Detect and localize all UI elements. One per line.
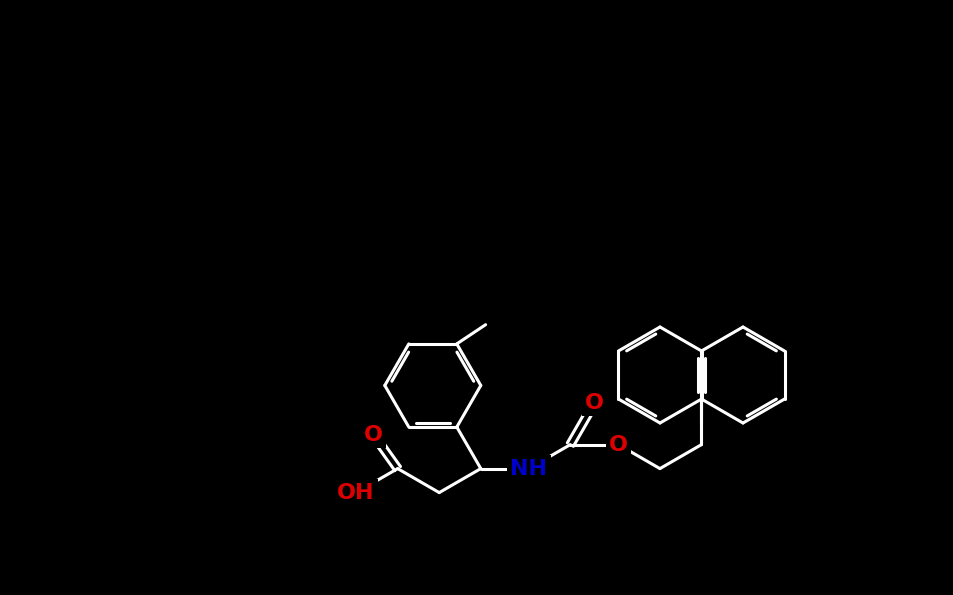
Text: OH: OH [337, 483, 375, 503]
Text: O: O [364, 425, 383, 445]
Text: O: O [608, 434, 627, 455]
Text: O: O [584, 393, 603, 413]
Text: NH: NH [510, 459, 547, 478]
